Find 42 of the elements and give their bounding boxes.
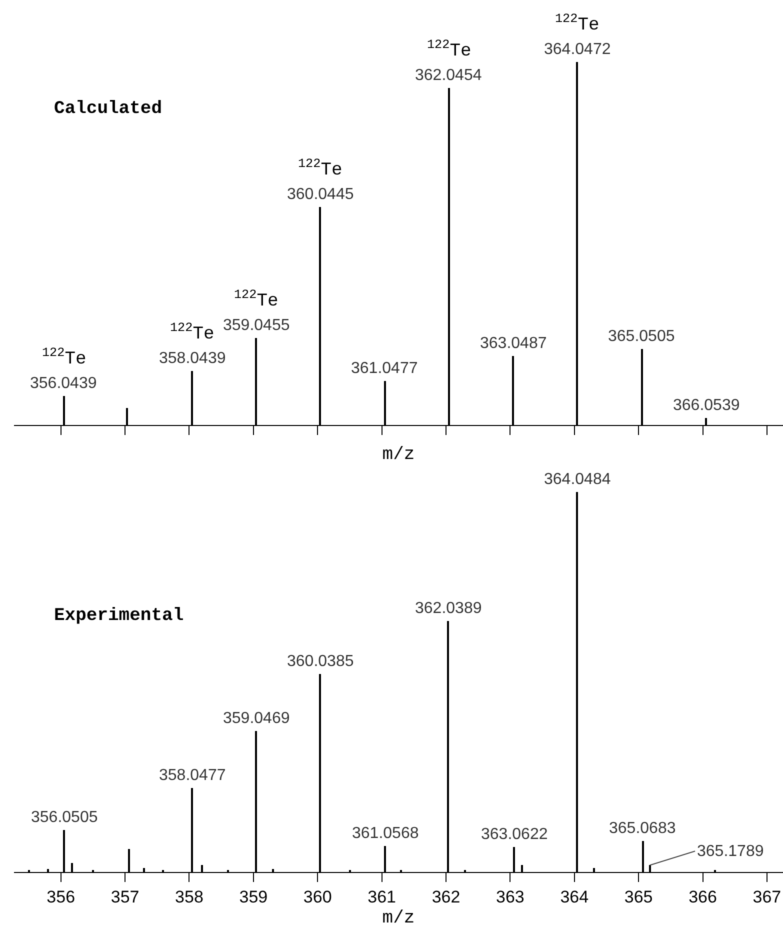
text: Calculated [54, 99, 162, 119]
x-tick-label: 365 [624, 887, 653, 906]
x-tick-label: 359 [239, 887, 268, 906]
x-axis-title: m/z [382, 908, 415, 928]
annotation: 365.1789 [697, 843, 764, 860]
annotation: $^{122}$Te [42, 346, 86, 370]
annotation: 359.0455 [223, 317, 290, 334]
annotation: 356.0505 [31, 809, 98, 826]
x-tick-label: 360 [303, 887, 332, 906]
x-tick-label: 357 [110, 887, 140, 906]
x-tick-label: 358 [175, 887, 204, 906]
annotation: 362.0389 [415, 600, 482, 617]
x-tick-label: 363 [496, 887, 524, 906]
x-axis-title: m/z [382, 445, 415, 466]
x-tick-label: 367 [752, 887, 782, 906]
annotation: $^{122}$Te [427, 38, 472, 62]
annotation: 364.0484 [544, 471, 611, 488]
annotation: 365.0683 [609, 820, 676, 837]
annotation: 363.0487 [480, 335, 547, 352]
annotation: 356.0439 [30, 375, 97, 392]
annotation: 363.0622 [481, 826, 548, 843]
x-tick-label: 361 [368, 887, 396, 906]
annotation: 361.0568 [352, 825, 419, 842]
x-tick-label: 362 [432, 887, 460, 906]
annotation: 362.0454 [415, 67, 482, 84]
annotation: 360.0445 [287, 186, 354, 203]
x-tick-label: 366 [688, 887, 717, 906]
annotation: 366.0539 [673, 397, 740, 414]
annotation: 364.0472 [544, 41, 611, 58]
annotation: 361.0477 [351, 360, 418, 377]
annotation: 360.0385 [287, 653, 354, 670]
annotation: 365.0505 [608, 328, 675, 345]
annotation: 358.0477 [159, 767, 226, 784]
annotation: $^{122}$Te [298, 157, 342, 181]
annotation: 359.0469 [223, 710, 290, 727]
annotation: $^{122}$Te [170, 321, 214, 345]
annotation: $^{122}$Te [234, 288, 278, 312]
annotation: $^{122}$Te [555, 12, 600, 36]
x-tick-label: 364 [560, 887, 589, 906]
text: Experimental [54, 606, 184, 626]
x-tick-label: 356 [46, 887, 76, 906]
annotation: 358.0439 [159, 350, 226, 367]
